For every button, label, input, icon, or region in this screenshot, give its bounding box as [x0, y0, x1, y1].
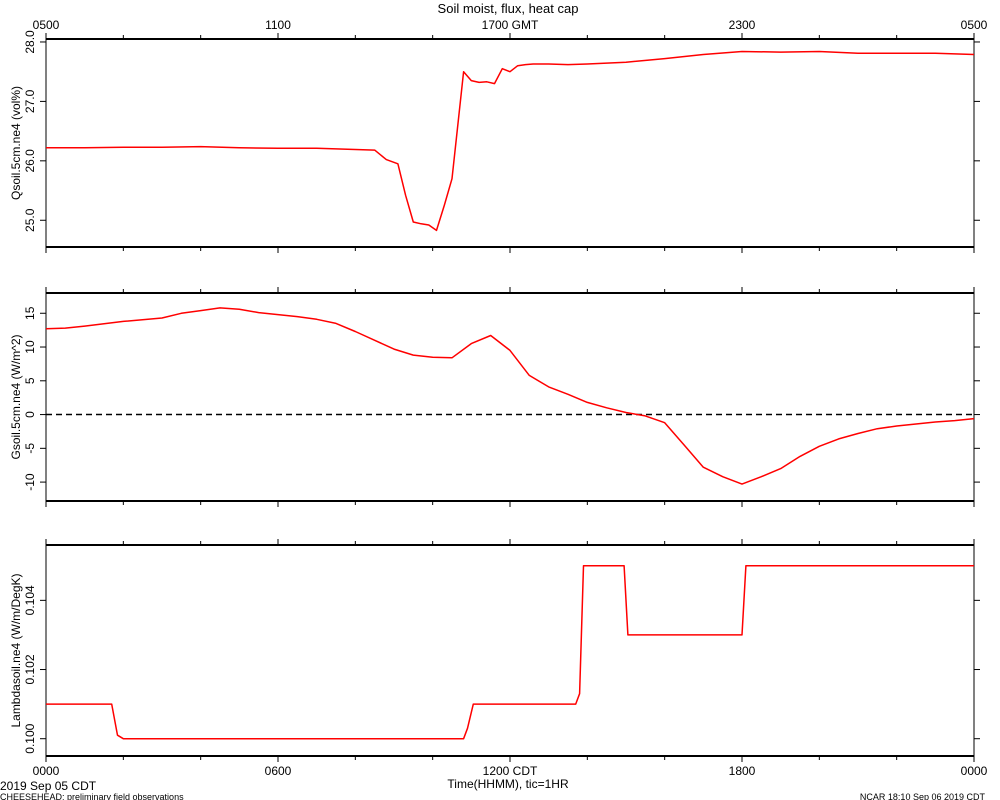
bottom-x-tick-label: 0000 — [33, 764, 60, 778]
bottom-x-tick-label: 0600 — [265, 764, 292, 778]
series-line — [45, 307, 975, 485]
y-tick-label: 5 — [23, 377, 37, 384]
series-line — [46, 50, 975, 232]
footer-date-left: 2019 Sep 05 CDT — [0, 779, 97, 793]
footer-stamp: NCAR 18:10 Sep 06 2019 CDT — [860, 792, 986, 800]
plot-frame — [45, 292, 975, 502]
y-tick-label: 0 — [23, 411, 37, 418]
top-x-tick-label: 1100 — [265, 18, 291, 32]
top-x-tick-label: 0500 — [961, 18, 988, 32]
y-axis-label: Qsoil.5cm.ne4 (vol%) — [9, 86, 23, 200]
plot-frame — [45, 544, 975, 757]
y-tick-label: 28.0 — [23, 30, 37, 54]
chart-panel-1: 25.0 26.0 27.0 28.0 Qsoil.5cm.ne4 (vol%) — [9, 30, 980, 253]
top-x-tick-label: 0500 — [33, 18, 60, 32]
y-tick-label: 0.102 — [23, 654, 37, 684]
top-x-tick-label: 1700 GMT — [482, 18, 539, 32]
y-tick-label: 25.0 — [23, 208, 37, 232]
footer-source: CHEESEHEAD: preliminary field observatio… — [0, 792, 184, 800]
x-axis-label: Time(HHMM), tic=1HR — [447, 777, 569, 791]
y-tick-label: 10 — [23, 340, 37, 354]
y-tick-label: 15 — [23, 306, 37, 320]
y-axis-label: Lambdasoil.ne4 (W/m/DegK) — [9, 573, 23, 727]
y-tick-label: 27.0 — [23, 89, 37, 113]
bottom-x-tick-label: 1800 — [729, 764, 756, 778]
bottom-x-tick-label: 0000 — [961, 764, 988, 778]
series-line — [46, 565, 974, 740]
y-tick-label: 0.100 — [23, 723, 37, 753]
y-tick-label: 0.104 — [23, 585, 37, 615]
y-tick-label: 26.0 — [23, 149, 37, 173]
y-axis-label: Gsoil.5cm.ne4 (W/m^2) — [9, 335, 23, 460]
plot-frame — [45, 38, 975, 248]
y-tick-label: -10 — [23, 473, 37, 491]
top-x-tick-label: 2300 — [729, 18, 756, 32]
y-tick-label: -5 — [23, 443, 37, 454]
chart-title: Soil moist, flux, heat cap — [438, 1, 579, 16]
bottom-x-tick-label: 1200 CDT — [483, 764, 538, 778]
